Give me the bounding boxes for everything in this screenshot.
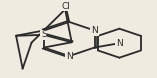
Text: Cl: Cl: [62, 2, 71, 11]
Text: N: N: [91, 26, 98, 35]
Text: N: N: [66, 52, 73, 61]
Text: S: S: [41, 30, 47, 39]
Text: N: N: [116, 39, 123, 48]
